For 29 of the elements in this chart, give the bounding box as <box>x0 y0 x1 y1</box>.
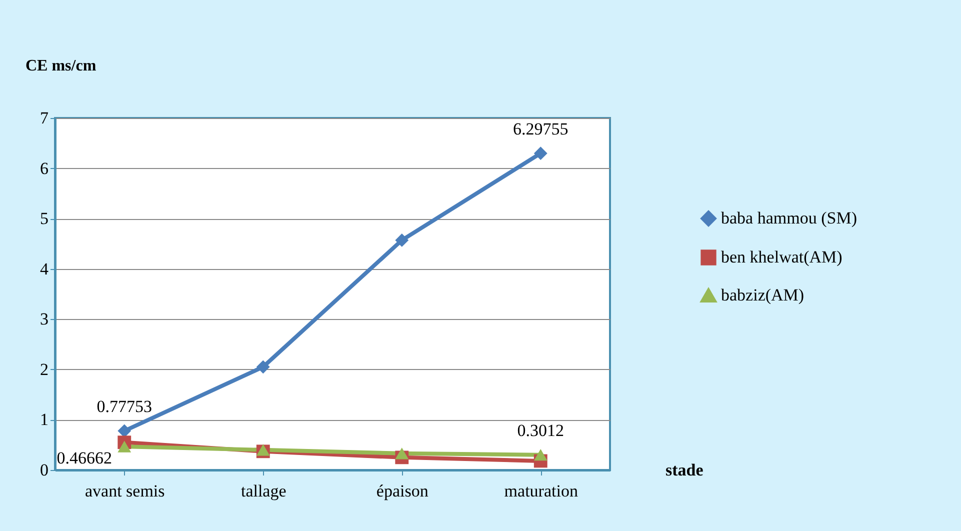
point <box>256 444 270 456</box>
data-label: 6.29755 <box>513 119 568 138</box>
point <box>256 360 270 374</box>
y-tick-label: 4 <box>40 259 49 278</box>
y-axis-title: CE ms/cm <box>26 58 97 74</box>
data-label: 0.77753 <box>96 396 152 416</box>
point <box>395 233 409 247</box>
legend-label: baba hammou (SM) <box>721 208 857 228</box>
legend-label: babziz(AM) <box>721 286 804 304</box>
y-tick-label: 5 <box>40 209 48 228</box>
x-axis-title: stade <box>666 460 704 480</box>
point <box>395 448 409 460</box>
point <box>534 449 548 461</box>
x-tick-label: épaison <box>376 482 429 500</box>
data-label: 0.3012 <box>517 420 564 440</box>
x-tick-label: avant semis <box>84 482 165 500</box>
data-label: 0.46662 <box>56 448 112 468</box>
y-tick-label: 1 <box>40 410 48 430</box>
y-tick-label: 3 <box>40 310 48 329</box>
point <box>118 440 132 452</box>
y-tick-label: 2 <box>40 360 48 379</box>
legend-label: ben khelwat(AM) <box>721 248 842 266</box>
point <box>118 424 132 438</box>
point <box>534 146 548 160</box>
y-tick-label: 0 <box>40 460 48 480</box>
x-tick-label: tallage <box>240 482 286 500</box>
x-tick-label: maturation <box>504 482 578 500</box>
y-tick-label: 6 <box>40 158 48 178</box>
y-tick-label: 7 <box>40 108 49 128</box>
